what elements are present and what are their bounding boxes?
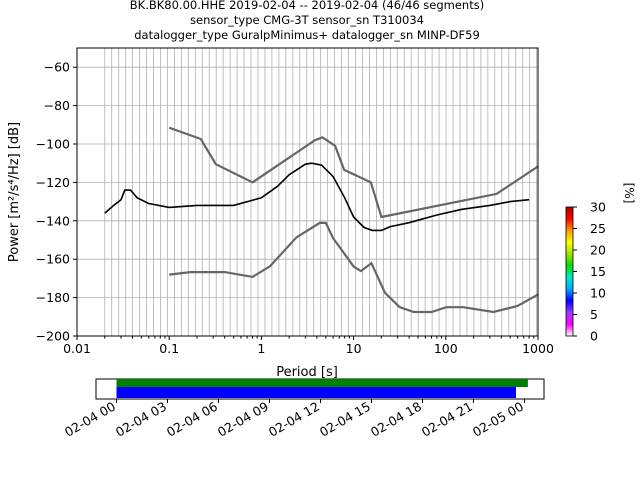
coverage-tick-label: 02-04 21 [419, 399, 475, 440]
chart-title-line-1: BK.BK80.00.HHE 2019-02-04 -- 2019-02-04 … [130, 0, 484, 12]
coverage-tick-label: 02-04 06 [164, 399, 220, 440]
colorbar-tick-label: 15 [590, 264, 606, 279]
chart-title-line-3: datalogger_type GuralpMinimus+ datalogge… [134, 28, 480, 42]
y-axis-ticks: −60 −80 −100 −120 −140 −160 −180 −200 [36, 60, 77, 344]
colorbar-tick-label: 10 [590, 286, 606, 301]
x-axis-ticks: 0.01 0.1 1 10 100 1000 [63, 336, 554, 356]
colorbar-tick-label: 30 [590, 200, 606, 215]
x-tick-label: 100 [434, 341, 458, 356]
colorbar-ticks: 0 5 10 15 20 25 30 [573, 200, 606, 344]
grid [77, 48, 538, 337]
coverage-tick-label: 02-04 18 [368, 399, 424, 440]
colorbar-tick-label: 25 [590, 221, 606, 236]
x-tick-label: 0.01 [63, 341, 91, 356]
coverage-tick-label: 02-04 03 [113, 399, 169, 440]
colorbar [565, 206, 574, 337]
coverage-bar [116, 387, 516, 398]
y-tick-label: −60 [44, 60, 70, 75]
coverage-tick-label: 02-05 00 [470, 399, 526, 440]
coverage-tick-label: 02-04 15 [317, 399, 373, 440]
y-tick-label: −120 [36, 175, 70, 190]
model-lines [104, 126, 538, 314]
colorbar-tick-label: 20 [590, 243, 606, 258]
x-tick-label: 0.1 [159, 341, 179, 356]
x-tick-label: 1 [257, 341, 265, 356]
coverage-tick-label: 02-04 00 [62, 399, 118, 440]
x-tick-label: 1000 [522, 341, 554, 356]
y-tick-label: −140 [36, 213, 70, 228]
y-tick-label: −160 [36, 252, 70, 267]
x-axis-label: Period [s] [276, 365, 338, 380]
y-axis-label: Power [m²/s⁴/Hz] [dB] [7, 122, 22, 262]
mean-line [104, 162, 530, 232]
noise-model-low-line [169, 221, 538, 314]
coverage-tick-label: 02-04 09 [215, 399, 271, 440]
y-tick-label: −200 [36, 329, 70, 344]
colorbar-label: [%] [622, 183, 636, 204]
y-tick-label: −80 [44, 98, 70, 113]
coverage-tick-label: 02-04 12 [266, 399, 322, 440]
chart-title-line-2: sensor_type CMG-3T sensor_sn T310034 [190, 13, 424, 27]
y-tick-label: −180 [36, 290, 70, 305]
plot-frame [76, 47, 539, 337]
x-tick-label: 10 [346, 341, 362, 356]
coverage-bar [116, 379, 528, 387]
y-tick-label: −100 [36, 137, 70, 152]
colorbar-gradient [565, 206, 574, 337]
colorbar-tick-label: 5 [590, 307, 598, 322]
noise-model-high-line [168, 126, 538, 219]
colorbar-tick-label: 0 [590, 329, 598, 344]
